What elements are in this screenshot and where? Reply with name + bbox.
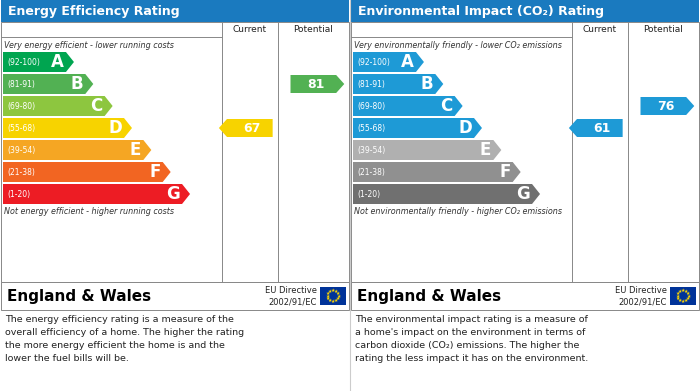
Text: C: C [90,97,103,115]
Polygon shape [353,118,482,138]
Text: D: D [108,119,122,137]
Text: G: G [167,185,180,203]
Text: England & Wales: England & Wales [7,289,151,303]
Text: ★: ★ [331,299,335,304]
Polygon shape [353,74,443,94]
Text: ★: ★ [331,288,335,293]
Text: (81-91): (81-91) [357,79,385,88]
Polygon shape [3,52,74,72]
Text: 61: 61 [594,122,611,135]
Text: ★: ★ [686,294,691,298]
Text: 76: 76 [657,99,674,113]
Text: G: G [517,185,530,203]
Text: (39-54): (39-54) [7,145,35,154]
Text: A: A [401,53,414,71]
Polygon shape [353,140,501,160]
Text: (39-54): (39-54) [357,145,385,154]
Polygon shape [219,119,272,137]
Text: ★: ★ [326,294,330,298]
Bar [351,282,699,310]
Text: ★: ★ [676,294,680,298]
Bar [1,0,349,22]
Text: Very environmentally friendly - lower CO₂ emissions: Very environmentally friendly - lower CO… [354,41,562,50]
Polygon shape [3,140,151,160]
Text: E: E [480,141,491,159]
Text: (1-20): (1-20) [7,190,30,199]
Text: ★: ★ [328,289,332,294]
Text: ★: ★ [678,298,682,303]
Polygon shape [3,162,171,182]
Text: (21-38): (21-38) [357,167,385,176]
Text: Energy Efficiency Rating: Energy Efficiency Rating [8,5,180,18]
Text: ★: ★ [685,291,690,296]
Text: (1-20): (1-20) [357,190,380,199]
Text: Not energy efficient - higher running costs: Not energy efficient - higher running co… [4,208,174,217]
Text: EU Directive
2002/91/EC: EU Directive 2002/91/EC [615,285,667,307]
Text: ★: ★ [335,296,340,301]
Text: 67: 67 [244,122,261,135]
Text: The environmental impact rating is a measure of
a home's impact on the environme: The environmental impact rating is a mea… [355,315,588,362]
Text: Current: Current [583,25,617,34]
Text: ★: ★ [685,296,690,301]
Text: ★: ★ [328,298,332,303]
Text: (69-80): (69-80) [7,102,35,111]
Polygon shape [3,184,190,204]
Text: C: C [440,97,453,115]
Bar [670,287,696,305]
Text: E: E [130,141,141,159]
Text: (92-100): (92-100) [357,57,390,66]
Text: (55-68): (55-68) [7,124,35,133]
Text: (69-80): (69-80) [357,102,385,111]
Bar [351,0,699,22]
Text: ★: ★ [681,288,685,293]
Polygon shape [290,75,344,93]
Text: F: F [149,163,161,181]
Bar [320,287,346,305]
Text: ★: ★ [336,294,341,298]
Bar [1,282,349,310]
Polygon shape [353,184,540,204]
Polygon shape [353,162,521,182]
Text: 81: 81 [307,77,324,90]
Text: ★: ★ [333,289,338,294]
Text: England & Wales: England & Wales [357,289,501,303]
Bar [351,22,699,282]
Text: Not environmentally friendly - higher CO₂ emissions: Not environmentally friendly - higher CO… [354,208,562,217]
Polygon shape [353,96,463,116]
Text: The energy efficiency rating is a measure of the
overall efficiency of a home. T: The energy efficiency rating is a measur… [5,315,244,362]
Text: ★: ★ [333,298,338,303]
Text: ★: ★ [676,291,680,296]
Text: Very energy efficient - lower running costs: Very energy efficient - lower running co… [4,41,174,50]
Text: ★: ★ [683,289,688,294]
Text: (92-100): (92-100) [7,57,40,66]
Polygon shape [569,119,622,137]
Text: Current: Current [233,25,267,34]
Polygon shape [3,74,93,94]
Text: EU Directive
2002/91/EC: EU Directive 2002/91/EC [265,285,317,307]
Text: ★: ★ [676,296,680,301]
Text: (21-38): (21-38) [7,167,35,176]
Text: D: D [458,119,472,137]
Polygon shape [3,96,113,116]
Text: (55-68): (55-68) [357,124,385,133]
Polygon shape [640,97,694,115]
Text: Environmental Impact (CO₂) Rating: Environmental Impact (CO₂) Rating [358,5,604,18]
Text: ★: ★ [326,296,330,301]
Text: (81-91): (81-91) [7,79,35,88]
Text: B: B [421,75,433,93]
Text: Potential: Potential [293,25,333,34]
Text: A: A [51,53,64,71]
Text: B: B [71,75,83,93]
Bar [1,22,349,282]
Polygon shape [3,118,132,138]
Text: F: F [499,163,511,181]
Text: ★: ★ [681,299,685,304]
Text: ★: ★ [335,291,340,296]
Polygon shape [353,52,424,72]
Text: ★: ★ [683,298,688,303]
Text: ★: ★ [326,291,330,296]
Text: Potential: Potential [643,25,683,34]
Text: ★: ★ [678,289,682,294]
